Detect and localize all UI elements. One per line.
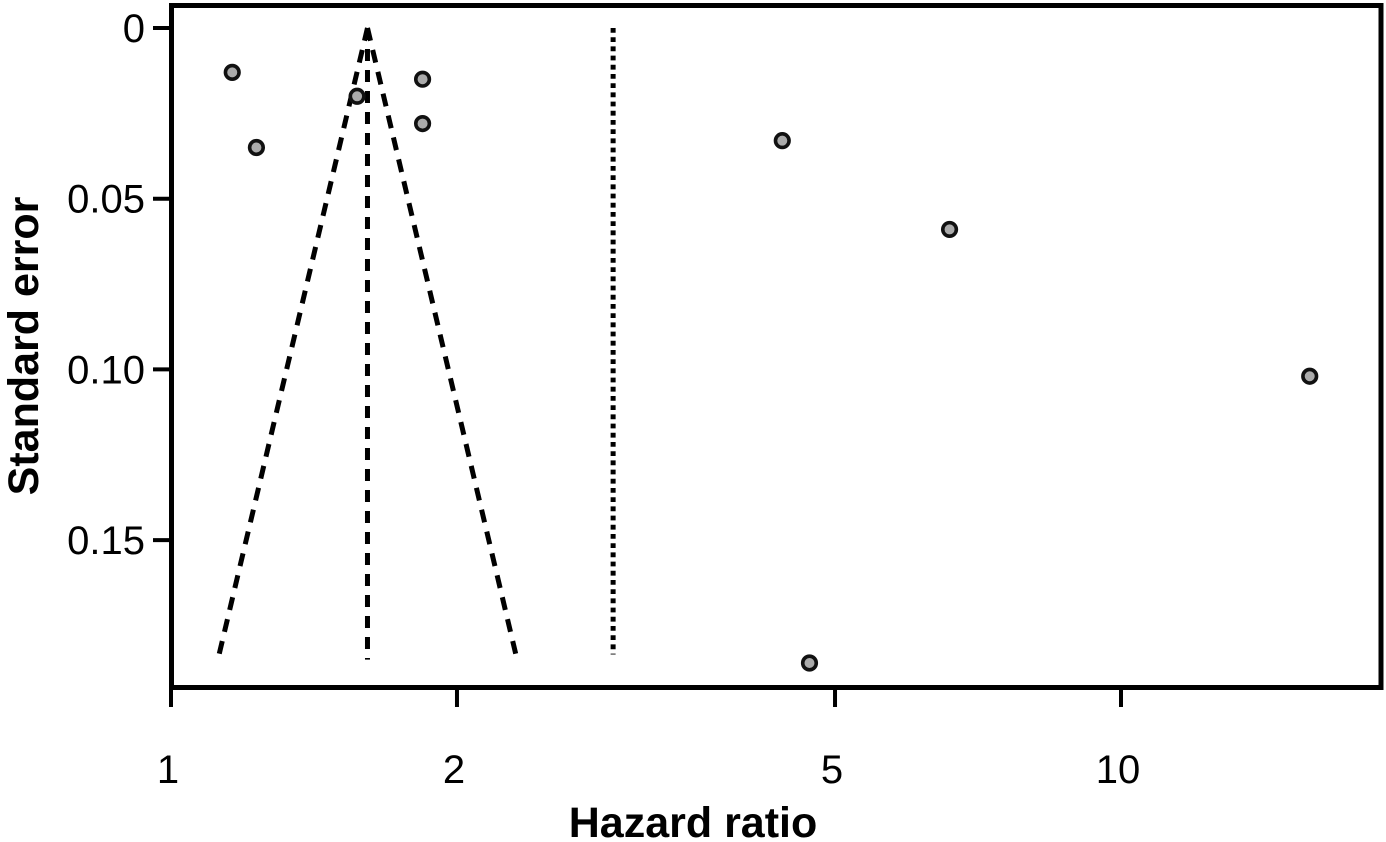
plot-frame — [169, 3, 1384, 690]
x-tick-label: 2 — [443, 748, 465, 792]
y-tick-label: 0.05 — [67, 178, 145, 222]
data-point — [413, 70, 432, 88]
funnel-right-line — [365, 27, 520, 661]
data-point — [247, 138, 266, 157]
x-tick-label: 10 — [1096, 748, 1141, 792]
x-axis-ticks: 1 2 5 10 — [157, 688, 1140, 792]
y-axis-title: Standard error — [0, 196, 48, 495]
y-axis-ticks: 0 0.05 0.10 0.15 — [67, 7, 171, 563]
y-tick-label: 0.15 — [67, 519, 145, 563]
funnel-left-line — [215, 27, 370, 661]
data-point — [348, 87, 366, 105]
x-axis-title: Hazard ratio — [569, 799, 818, 842]
data-point — [413, 114, 432, 133]
data-points — [223, 63, 1319, 672]
funnel-lines — [215, 27, 616, 661]
data-point — [223, 63, 241, 81]
data-point — [800, 654, 819, 672]
y-tick-label: 0.10 — [67, 348, 145, 392]
x-tick-label: 1 — [157, 748, 179, 792]
y-tick-label: 0 — [123, 7, 145, 51]
x-tick-label: 5 — [821, 748, 843, 792]
data-point — [773, 132, 791, 150]
data-point — [1301, 367, 1319, 385]
data-point — [940, 220, 959, 239]
